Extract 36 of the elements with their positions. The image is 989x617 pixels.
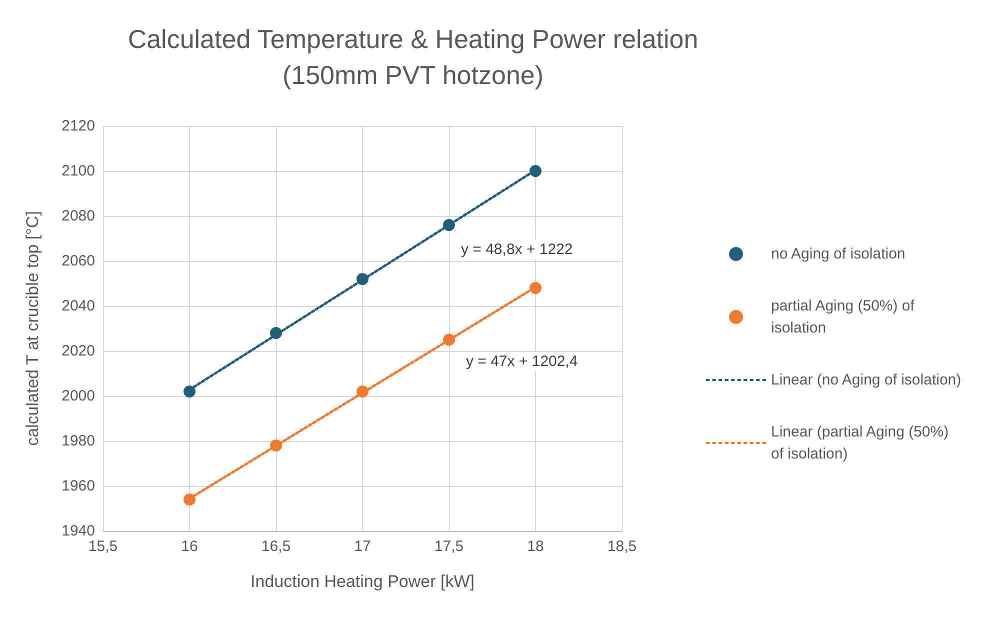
point <box>530 165 542 177</box>
x-tick-label: 17 <box>354 538 371 555</box>
point <box>356 273 368 285</box>
y-axis-title: calculated T at crucible top [°C] <box>23 211 42 446</box>
annotation: y = 48,8x + 1222 <box>461 241 573 258</box>
point <box>443 334 455 346</box>
point <box>270 440 282 452</box>
point <box>184 494 196 506</box>
annotation: y = 47x + 1202,4 <box>466 353 578 370</box>
point <box>530 282 542 294</box>
x-tick-label: 16 <box>181 538 198 555</box>
y-tick-label: 2120 <box>62 118 95 134</box>
x-tick-label: 18 <box>527 538 544 555</box>
y-tick-label: 2000 <box>62 388 95 404</box>
x-tick-label: 18,5 <box>607 538 637 555</box>
y-tick-label: 1960 <box>62 478 95 494</box>
x-tick-label: 17,5 <box>434 538 464 555</box>
y-tick-label: 2080 <box>62 208 95 224</box>
y-tick-label: 2020 <box>62 342 95 360</box>
legend-label: Linear (partial Aging (50%) of isolation) <box>771 424 953 462</box>
legend-label: no Aging of isolation <box>771 246 906 262</box>
chart-title: Calculated Temperature & Heating Power relation (150mm PVT hotzone) <box>128 24 698 90</box>
y-tick-label: 1940 <box>62 522 95 540</box>
x-tick-label: 15,5 <box>88 538 118 555</box>
legend-label: Linear (no Aging of isolation) <box>771 372 962 388</box>
point <box>184 386 196 398</box>
y-tick-label: 2100 <box>62 162 95 180</box>
y-tick-label: 2060 <box>62 252 95 270</box>
point <box>270 327 282 339</box>
point <box>356 386 368 398</box>
y-tick-label: 1980 <box>62 432 95 450</box>
y-tick-label: 2040 <box>62 298 95 314</box>
point <box>443 219 455 231</box>
x-tick-label: 16,5 <box>261 538 291 555</box>
legend-label: partial Aging (50%) of isolation <box>771 298 919 336</box>
x-axis-title: Induction Heating Power [kW] <box>250 572 474 591</box>
